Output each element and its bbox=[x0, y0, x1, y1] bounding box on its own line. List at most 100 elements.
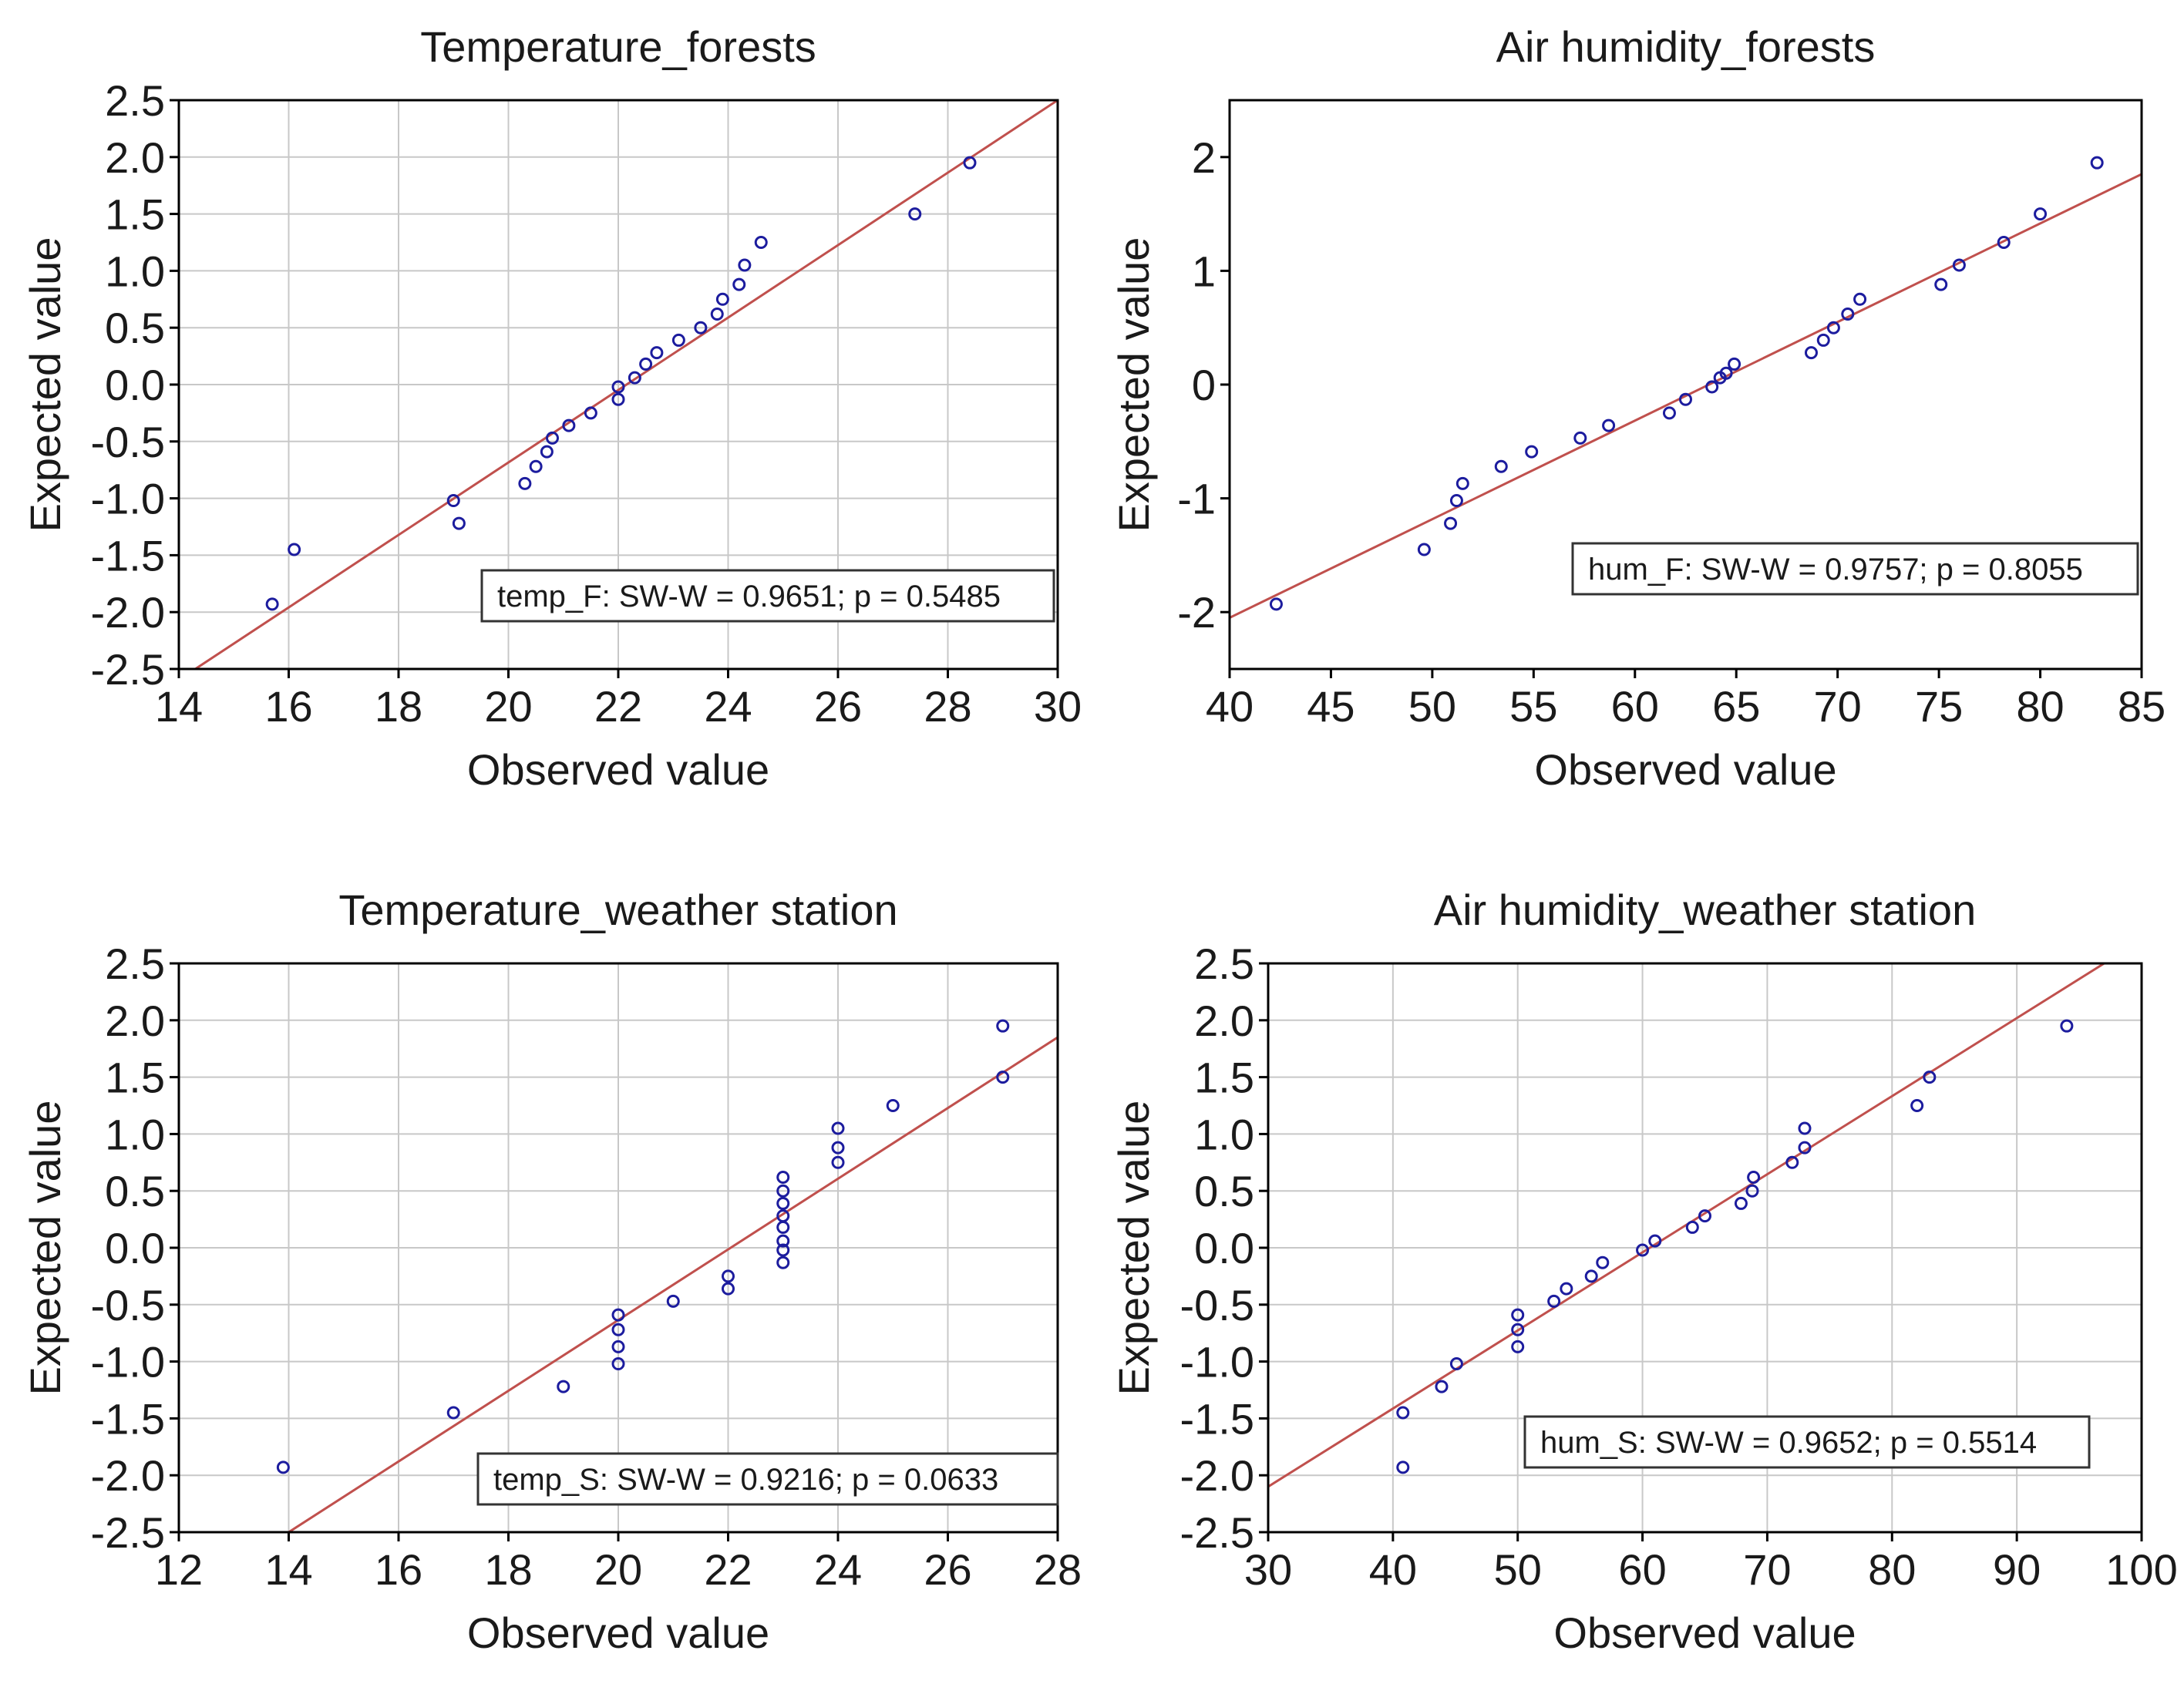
data-point bbox=[1910, 1099, 1924, 1112]
data-point bbox=[1269, 597, 1283, 611]
y-tick-label: -2.0 bbox=[1180, 1451, 1255, 1500]
x-tick-label: 40 bbox=[1369, 1545, 1417, 1594]
data-point bbox=[776, 1184, 790, 1198]
data-point bbox=[540, 445, 554, 459]
data-point bbox=[732, 277, 746, 291]
data-point bbox=[886, 1099, 900, 1112]
y-tick-label: 2.5 bbox=[105, 939, 165, 988]
x-tick-label: 24 bbox=[814, 1545, 862, 1594]
data-point bbox=[546, 431, 559, 445]
y-tick-label: -2.5 bbox=[91, 1508, 166, 1557]
data-point bbox=[1662, 406, 1676, 420]
x-tick-label: 50 bbox=[1494, 1545, 1542, 1594]
data-point bbox=[1435, 1380, 1449, 1393]
legend-text: temp_S: SW-W = 0.9216; p = 0.0633 bbox=[493, 1463, 998, 1497]
legend-frame bbox=[1523, 1415, 2091, 1469]
legend-box: hum_F: SW-W = 0.9757; p = 0.8055 bbox=[1571, 542, 2139, 596]
x-tick-label: 28 bbox=[1034, 1545, 1082, 1594]
x-tick-label: 80 bbox=[1868, 1545, 1916, 1594]
data-point bbox=[518, 476, 532, 490]
y-axis-label: Expected value bbox=[21, 1101, 69, 1396]
x-tick-label: 55 bbox=[1509, 682, 1557, 731]
x-tick-label: 30 bbox=[1244, 1545, 1292, 1594]
x-tick-label: 14 bbox=[264, 1545, 312, 1594]
y-tick-label: 2.5 bbox=[1194, 939, 1254, 988]
x-tick-label: 65 bbox=[1712, 682, 1760, 731]
data-point bbox=[1455, 476, 1469, 490]
data-point bbox=[831, 1155, 845, 1169]
data-point bbox=[452, 516, 466, 530]
data-point bbox=[1685, 1220, 1699, 1234]
chart-title: Air humidity_weather station bbox=[1434, 886, 1976, 934]
data-point bbox=[776, 1234, 790, 1248]
data-point bbox=[738, 258, 752, 272]
data-point bbox=[1826, 321, 1840, 334]
normal-fit-line bbox=[194, 100, 1058, 669]
y-tick-label: 2.0 bbox=[105, 133, 165, 182]
x-tick-label: 45 bbox=[1307, 682, 1354, 731]
data-point bbox=[776, 1196, 790, 1210]
y-tick-label: 2.0 bbox=[105, 997, 165, 1045]
data-point bbox=[1853, 292, 1867, 306]
y-tick-label: -1 bbox=[1177, 475, 1216, 523]
y-tick-label: -2.0 bbox=[91, 1451, 166, 1500]
data-point bbox=[1679, 392, 1692, 406]
y-tick-label: -0.5 bbox=[91, 418, 166, 466]
data-point bbox=[996, 1071, 1010, 1084]
data-point bbox=[722, 1282, 735, 1296]
x-tick-label: 85 bbox=[2118, 682, 2165, 731]
y-tick-label: 0.5 bbox=[1194, 1167, 1254, 1215]
data-point bbox=[1734, 1196, 1748, 1210]
y-tick-label: 1.5 bbox=[1194, 1054, 1254, 1102]
x-tick-label: 18 bbox=[375, 682, 422, 731]
data-point bbox=[710, 307, 724, 321]
y-tick-label: -2.5 bbox=[91, 645, 166, 694]
x-tick-label: 70 bbox=[1743, 1545, 1791, 1594]
y-tick-label: -1.5 bbox=[1180, 1394, 1255, 1443]
data-point bbox=[963, 156, 977, 170]
x-tick-label: 20 bbox=[484, 682, 532, 731]
y-tick-label: -1.5 bbox=[91, 1394, 166, 1443]
data-point bbox=[628, 371, 641, 385]
data-point bbox=[1525, 445, 1539, 459]
data-point bbox=[2090, 156, 2104, 170]
data-point bbox=[671, 333, 685, 347]
chart-panel-2: 40 45 50 55 60 65 70 75 80 85 -2 -1 0 1 2 Air humidity_… bbox=[1109, 22, 2165, 794]
x-tick-label: 26 bbox=[924, 1545, 971, 1594]
x-axis-label: Observed value bbox=[467, 1608, 769, 1657]
chart-panel-3: 12 14 16 18 20 22 24 26 28 -2.5 -2.0 -1.5 -1.0 -0.5 0.… bbox=[21, 886, 1082, 1657]
data-point bbox=[776, 1170, 790, 1184]
chart-title: Air humidity_forests bbox=[1496, 22, 1876, 71]
legend-text: hum_S: SW-W = 0.9652; p = 0.5514 bbox=[1540, 1426, 2037, 1460]
x-tick-label: 24 bbox=[704, 682, 752, 731]
data-point bbox=[715, 292, 729, 306]
data-point bbox=[1396, 1406, 1410, 1420]
data-point bbox=[611, 380, 625, 394]
data-point bbox=[1449, 494, 1463, 508]
normal-fit-line bbox=[1268, 963, 2105, 1488]
data-point bbox=[996, 1019, 1010, 1033]
data-point bbox=[1602, 418, 1616, 432]
x-tick-label: 70 bbox=[1814, 682, 1862, 731]
data-point bbox=[1816, 333, 1830, 347]
y-tick-label: -1.0 bbox=[91, 475, 166, 523]
data-point bbox=[1719, 366, 1733, 380]
x-axis-label: Observed value bbox=[1534, 745, 1836, 794]
data-point bbox=[1511, 1339, 1525, 1353]
data-point bbox=[611, 1357, 625, 1371]
data-point bbox=[776, 1255, 790, 1269]
y-tick-label: 1.0 bbox=[105, 1110, 165, 1158]
legend-text: temp_F: SW-W = 0.9651; p = 0.5485 bbox=[497, 580, 1001, 613]
data-point bbox=[611, 1308, 625, 1322]
legend-box: hum_S: SW-W = 0.9652; p = 0.5514 bbox=[1523, 1415, 2091, 1469]
x-tick-label: 22 bbox=[594, 682, 642, 731]
data-point bbox=[1636, 1243, 1650, 1257]
data-point bbox=[1573, 431, 1587, 445]
data-point bbox=[1494, 459, 1508, 473]
x-tick-label: 90 bbox=[1993, 1545, 2041, 1594]
data-point bbox=[584, 406, 597, 420]
data-point bbox=[529, 459, 543, 473]
data-point bbox=[288, 543, 301, 556]
y-axis-label: Expected value bbox=[21, 237, 69, 533]
